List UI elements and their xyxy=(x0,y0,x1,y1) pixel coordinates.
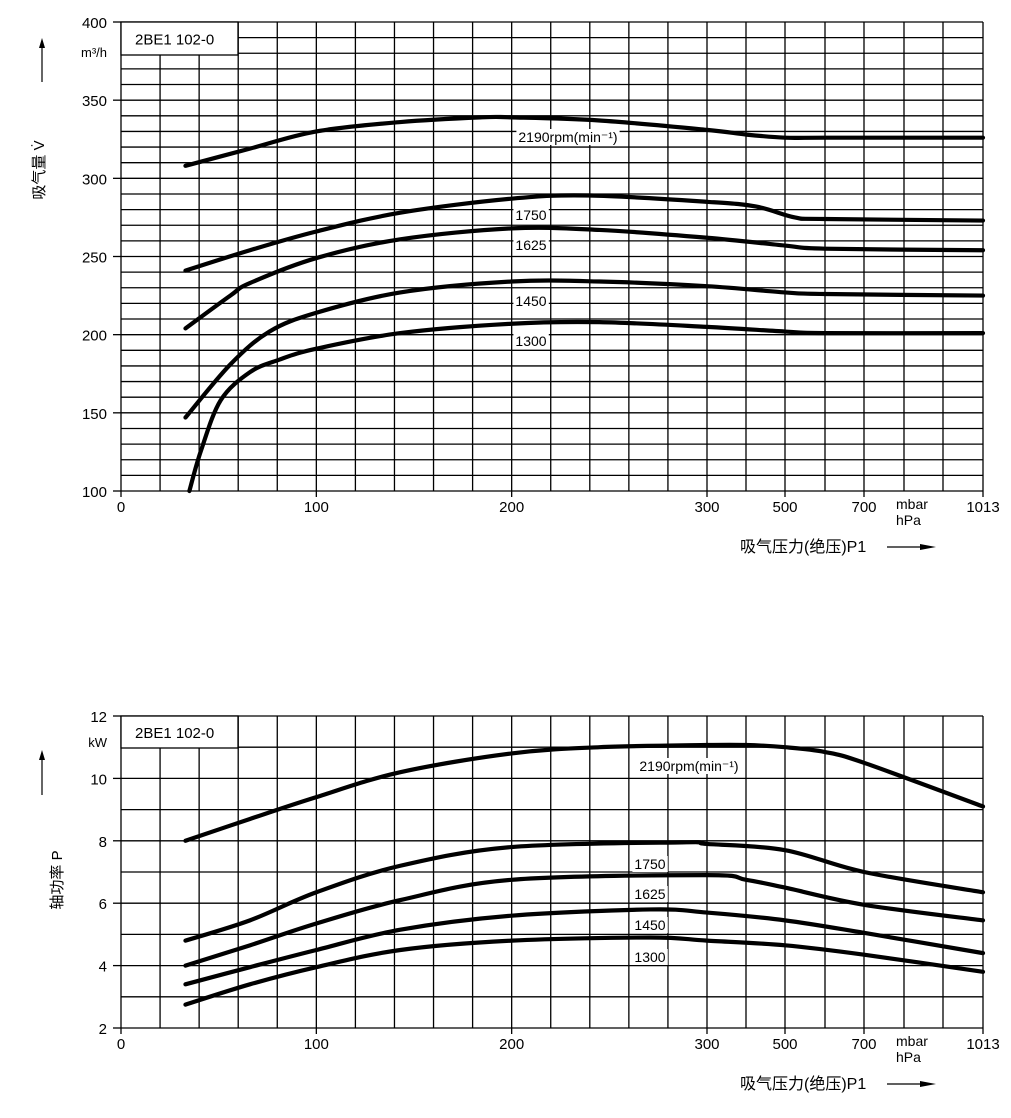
y-tick-label: 10 xyxy=(90,771,107,788)
y-tick-label: 200 xyxy=(82,328,107,345)
series-label-1750: 1750 xyxy=(634,856,665,872)
x-unit-mbar: mbar xyxy=(896,1033,928,1049)
series-line-1750 xyxy=(183,193,986,273)
arrow-right-icon xyxy=(920,544,936,550)
x-tick-label: 200 xyxy=(499,499,524,516)
y-tick-label: 300 xyxy=(82,171,107,188)
series-label-background xyxy=(632,949,668,965)
y-tick-label: 6 xyxy=(99,896,107,913)
chart-title: 2BE1 102-0 xyxy=(135,32,214,49)
y-tick-label: 8 xyxy=(99,834,107,851)
series-label-background xyxy=(637,758,741,774)
arrow-up-icon xyxy=(39,38,45,48)
x-tick-label: 0 xyxy=(117,1036,125,1053)
x-tick-label: 500 xyxy=(772,1036,797,1053)
grid xyxy=(120,21,984,492)
series-line-1300 xyxy=(187,319,986,494)
series-line-2190 xyxy=(183,114,986,168)
series-label-background xyxy=(632,856,668,872)
arrow-up-icon xyxy=(39,750,45,760)
y-tick-label: 2 xyxy=(99,1021,107,1038)
series-label-2190: 2190rpm(min⁻¹) xyxy=(639,758,738,774)
series-label-background xyxy=(632,917,668,933)
x-axis-title: 吸气压力(绝压)P1 xyxy=(740,538,866,556)
chart-2: 2BE1 102-0 2 4 6 8 10 12 kW 轴功率 P 0 100 200 300 500 70… xyxy=(39,709,1000,1093)
x-unit-hpa: hPa xyxy=(896,512,921,528)
y-tick-label: 12 xyxy=(90,709,107,726)
series-label-background xyxy=(513,293,549,309)
x-tick-label: 200 xyxy=(499,1036,524,1053)
y-tick-label: 100 xyxy=(82,484,107,501)
series-line-1450 xyxy=(183,907,986,987)
series-label-1450: 1450 xyxy=(634,917,665,933)
series-line-1450 xyxy=(183,278,986,420)
x-unit-mbar: mbar xyxy=(896,496,928,512)
arrow-right-icon xyxy=(920,1081,936,1087)
y-axis-title: 轴功率 P xyxy=(49,850,66,909)
series-label-background xyxy=(632,886,668,902)
series-label-background xyxy=(513,237,549,253)
x-tick-label: 1013 xyxy=(966,499,999,516)
series-line-1300 xyxy=(183,935,986,1007)
series-line-1750 xyxy=(183,840,986,943)
series-label-1300: 1300 xyxy=(634,949,665,965)
x-tick-label: 700 xyxy=(851,499,876,516)
series-label-2190: 2190rpm(min⁻¹) xyxy=(518,129,617,145)
y-tick-label: 400 xyxy=(82,15,107,32)
series-label-1625: 1625 xyxy=(515,237,546,253)
y-axis-title: 吸气量 V̇ xyxy=(31,140,48,199)
series-line-1625 xyxy=(183,225,986,331)
series-label-1750: 1750 xyxy=(515,207,546,223)
series-label-1450: 1450 xyxy=(515,293,546,309)
x-tick-label: 0 xyxy=(117,499,125,516)
x-tick-label: 300 xyxy=(694,499,719,516)
x-tick-label: 700 xyxy=(851,1036,876,1053)
x-unit-hpa: hPa xyxy=(896,1049,921,1065)
chart-1: 2BE1 102-0 100 150 200 250 300 350 400 m³/h 吸气量 V… xyxy=(31,15,1000,556)
y-unit: kW xyxy=(88,735,108,750)
series-line-2190 xyxy=(183,742,986,843)
y-tick-label: 150 xyxy=(82,406,107,423)
chart-title: 2BE1 102-0 xyxy=(135,725,214,742)
series-label-background xyxy=(516,129,620,145)
series-line-1625 xyxy=(183,873,986,968)
series-label-1300: 1300 xyxy=(515,333,546,349)
x-tick-label: 100 xyxy=(304,1036,329,1053)
x-tick-label: 500 xyxy=(772,499,797,516)
series-label-1625: 1625 xyxy=(634,886,665,902)
title-box xyxy=(120,21,239,56)
y-tick-label: 4 xyxy=(99,959,107,976)
y-tick-label: 250 xyxy=(82,250,107,267)
series-label-background xyxy=(513,207,549,223)
x-tick-label: 100 xyxy=(304,499,329,516)
x-tick-label: 1013 xyxy=(966,1036,999,1053)
grid xyxy=(120,715,984,1029)
x-tick-label: 300 xyxy=(694,1036,719,1053)
y-tick-label: 350 xyxy=(82,93,107,110)
series-label-background xyxy=(513,333,549,349)
y-unit: m³/h xyxy=(81,45,107,60)
title-box xyxy=(120,715,239,749)
x-axis-title: 吸气压力(绝压)P1 xyxy=(740,1075,866,1093)
